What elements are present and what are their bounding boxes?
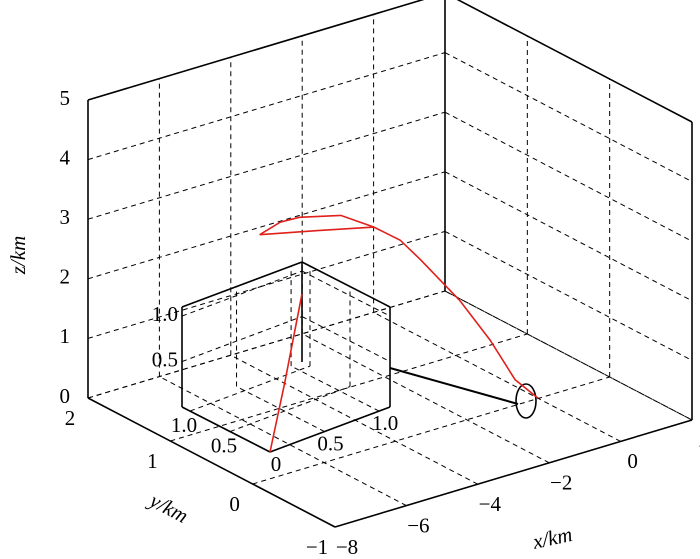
z-tick-label: 2 xyxy=(60,265,71,289)
inset-grid-line xyxy=(181,316,303,363)
z-tick-label: 5 xyxy=(60,86,71,110)
grid-line xyxy=(87,290,446,399)
x-tick-label: −2 xyxy=(550,471,572,495)
inset-edge xyxy=(181,406,271,453)
grid-line xyxy=(87,111,446,220)
z-tick-label: 1 xyxy=(60,324,71,348)
inset-z-tick-label: 1.0 xyxy=(152,302,178,326)
zoom-connector xyxy=(389,367,519,405)
grid-line xyxy=(87,171,446,280)
grid-line xyxy=(170,333,528,442)
trajectory xyxy=(259,214,539,400)
axis-edge xyxy=(87,397,336,528)
axis-edge xyxy=(456,0,693,123)
y-tick-label: 1 xyxy=(147,449,158,473)
axis-edge xyxy=(87,0,425,101)
inset-grid-line xyxy=(229,386,351,433)
inset-x-tick-label: 0.5 xyxy=(317,431,343,455)
inset-grid-line xyxy=(301,270,391,317)
grid-line xyxy=(444,171,693,302)
y-tick-label: 2 xyxy=(65,406,76,430)
grid-line xyxy=(373,311,621,442)
inset-grid-line xyxy=(189,365,311,412)
y-tick-label: −1 xyxy=(306,535,328,559)
inset-grid-line xyxy=(181,270,303,317)
grid-line xyxy=(444,111,693,242)
z-tick-label: 3 xyxy=(60,205,71,229)
grid-line xyxy=(159,376,407,507)
grid-line xyxy=(87,230,446,339)
x-tick-label: −8 xyxy=(336,535,358,559)
grid-line xyxy=(301,333,550,464)
y-tick-label: 0 xyxy=(229,492,240,516)
inset-grid-line xyxy=(236,386,325,432)
grid-line xyxy=(444,230,693,361)
inset-z-tick-label: 0.5 xyxy=(152,347,178,371)
z-tick-label: 0 xyxy=(60,384,71,408)
z-axis-label: z/km xyxy=(6,236,30,276)
x-tick-label: −4 xyxy=(479,492,502,516)
trajectory xyxy=(269,293,303,453)
grid-line xyxy=(444,52,693,183)
z-tick-label: 4 xyxy=(60,145,71,169)
grid-line xyxy=(87,0,424,101)
grid-line xyxy=(87,52,446,161)
inset-x-tick-label: 0 xyxy=(271,452,282,476)
x-axis-label: x/km xyxy=(530,522,575,554)
inset-edge xyxy=(181,261,303,308)
grid-line xyxy=(444,290,693,421)
y-axis-label: y/km xyxy=(144,487,192,528)
grid-line xyxy=(457,0,693,123)
inset-y-tick-label: 0.5 xyxy=(211,433,237,457)
inset-x-tick-label: 1.0 xyxy=(372,411,398,435)
x-tick-label: 0 xyxy=(627,449,638,473)
x-tick-label: 2 xyxy=(699,428,700,452)
inset-edge xyxy=(301,261,391,308)
inset-y-tick-label: 1.0 xyxy=(171,413,197,437)
inset-edge xyxy=(269,406,391,453)
inset-grid-line xyxy=(290,365,380,412)
inset-grid-line xyxy=(301,316,391,362)
grid-line xyxy=(252,376,610,485)
x-tick-label: −6 xyxy=(407,513,429,537)
target-marker xyxy=(515,383,537,419)
axis-edge xyxy=(334,419,693,528)
